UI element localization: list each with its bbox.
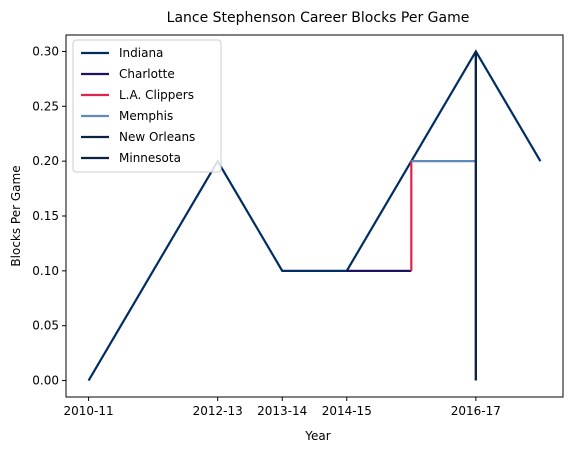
- legend-label: Minnesota: [119, 151, 181, 165]
- x-tick-label: 2014-15: [322, 404, 372, 418]
- y-tick-label: 0.30: [32, 44, 59, 58]
- chart-title: Lance Stephenson Career Blocks Per Game: [167, 10, 470, 26]
- y-tick-label: 0.00: [32, 374, 59, 388]
- y-tick-label: 0.10: [32, 264, 59, 278]
- y-axis-label: Blocks Per Game: [9, 165, 23, 266]
- legend-label: L.A. Clippers: [119, 88, 194, 102]
- legend-label: Charlotte: [119, 67, 175, 81]
- x-tick-label: 2016-17: [451, 404, 501, 418]
- legend: Indiana Charlotte L.A. Clippers Memphis New …: [72, 39, 222, 173]
- x-tick-label: 2013-14: [257, 404, 307, 418]
- y-tick-label: 0.15: [32, 209, 59, 223]
- plot-lines: [87, 49, 542, 382]
- legend-label: New Orleans: [119, 130, 195, 144]
- y-tick-label: 0.25: [32, 99, 59, 113]
- y-axis: 0.00 0.05 0.10 0.15 0.20 0.25 0.30: [32, 44, 66, 388]
- y-tick-label: 0.20: [32, 154, 59, 168]
- x-tick-label: 2010-11: [64, 404, 114, 418]
- x-axis-label: Year: [304, 429, 330, 443]
- legend-label: Memphis: [119, 109, 173, 123]
- x-axis: 2010-11 2012-13 2013-14 2014-15 2016-17: [64, 397, 501, 418]
- legend-label: Indiana: [119, 46, 163, 60]
- x-tick-label: 2012-13: [193, 404, 243, 418]
- y-tick-label: 0.05: [32, 319, 59, 333]
- legend-box: [72, 39, 222, 173]
